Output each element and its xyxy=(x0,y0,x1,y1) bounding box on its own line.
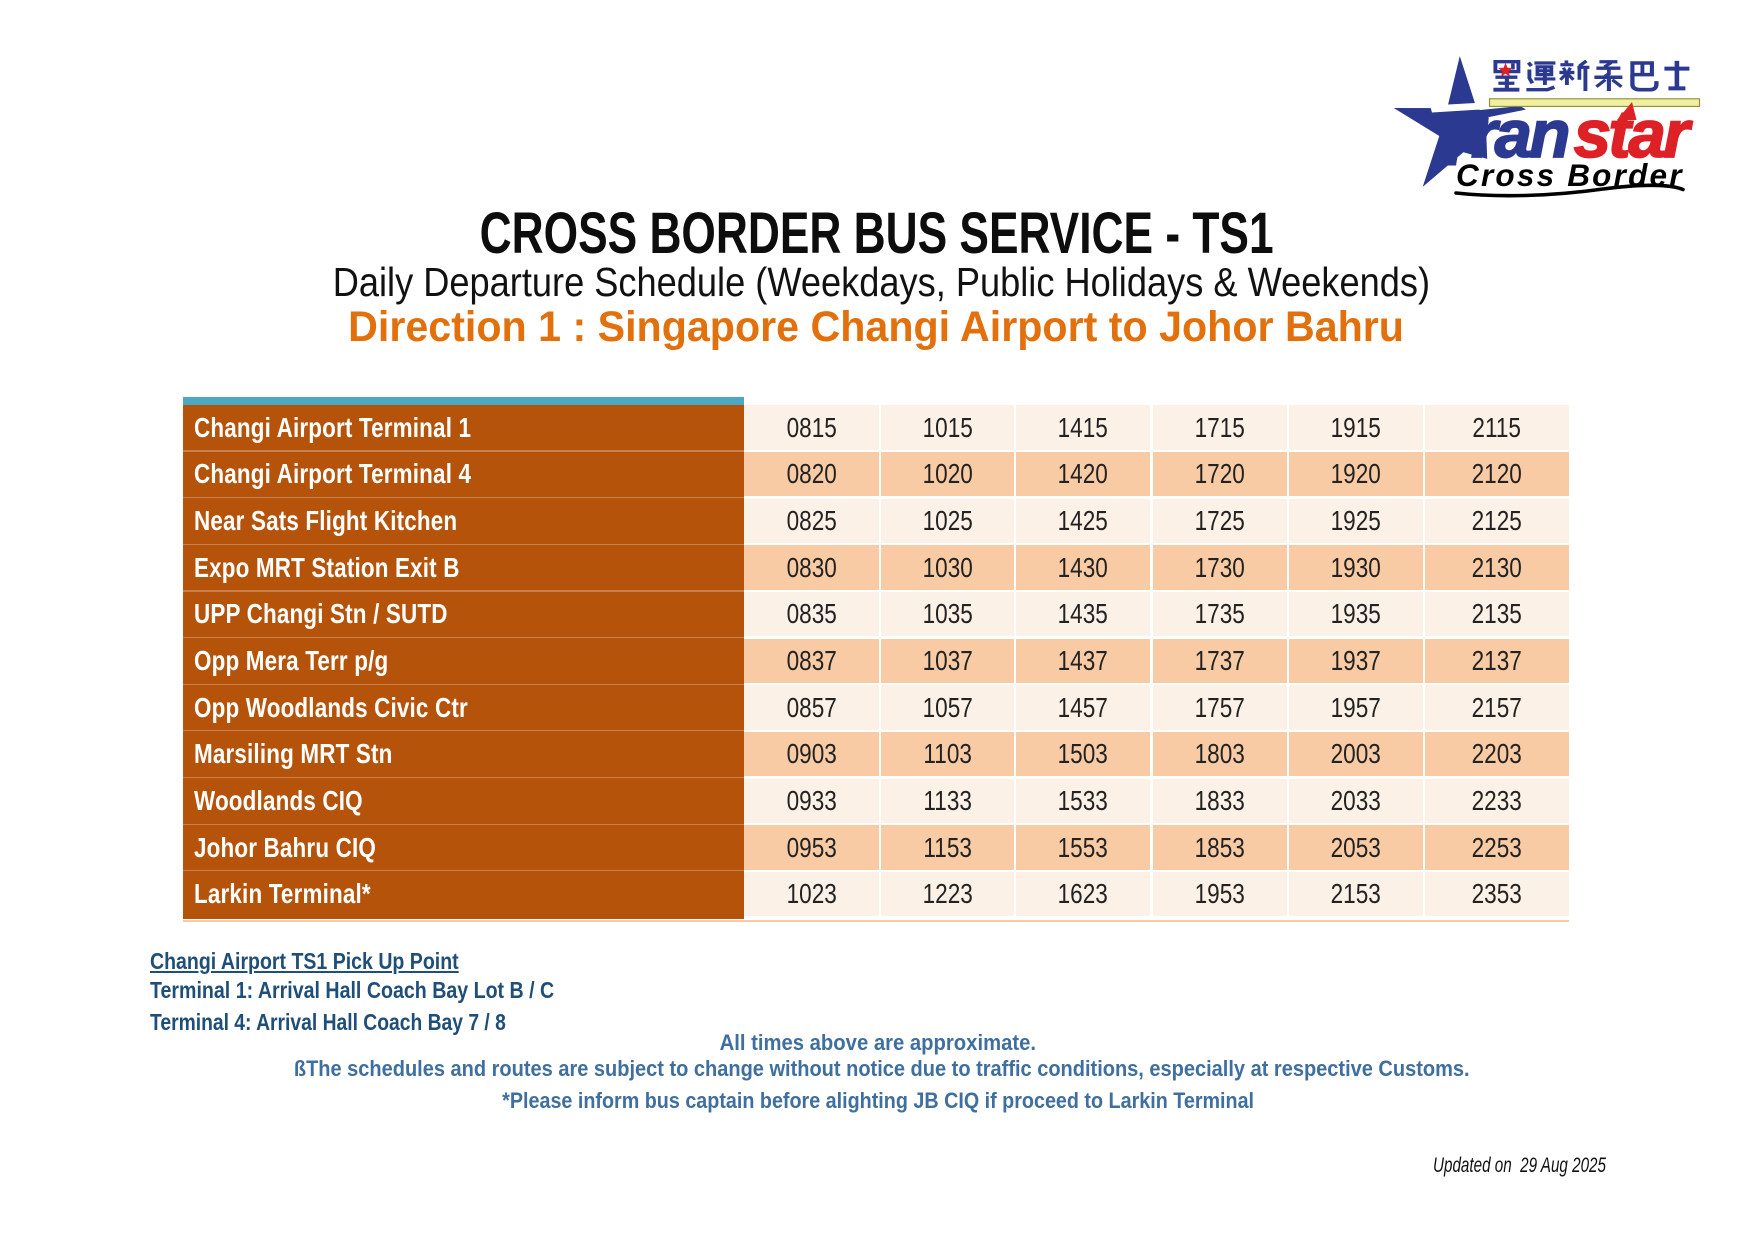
svg-text:star: star xyxy=(1574,97,1694,172)
svg-text:ran: ran xyxy=(1471,97,1569,172)
svg-text:Cross Border: Cross Border xyxy=(1456,157,1684,193)
